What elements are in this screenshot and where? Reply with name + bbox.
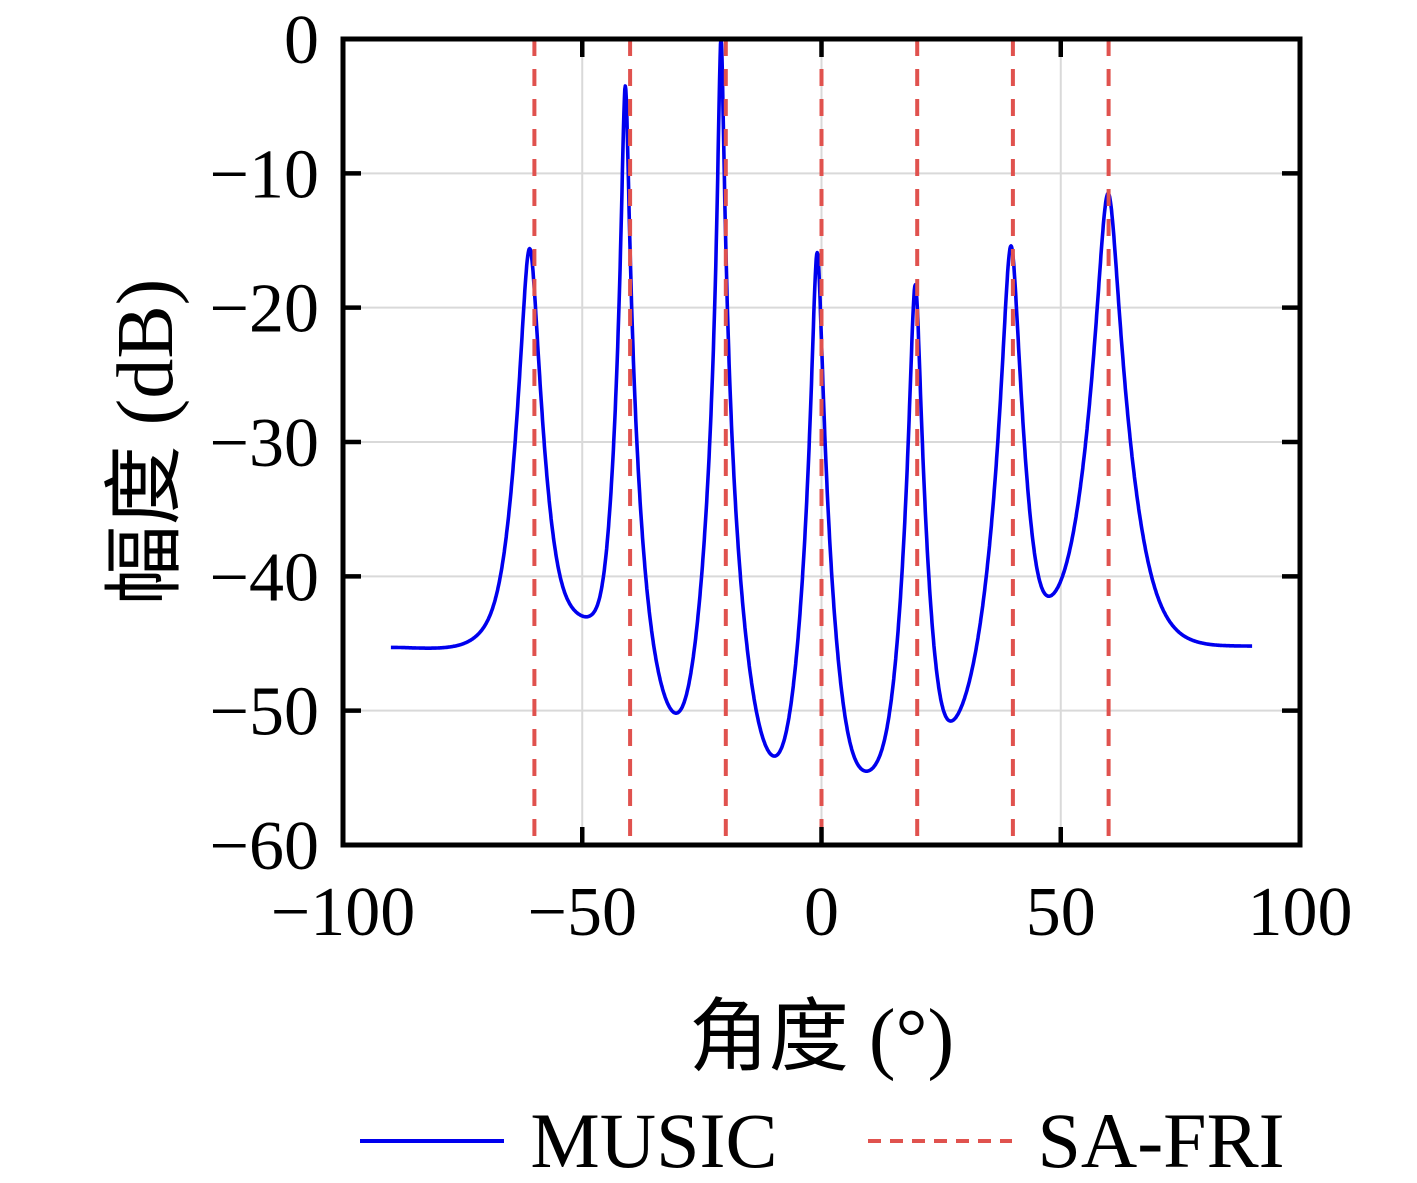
legend-entry-music: MUSIC [358, 1096, 778, 1183]
y-axis-label: 幅度 (dB) [102, 278, 190, 606]
y-tick-label: −40 [210, 539, 319, 616]
x-axis-label: 角度 (°) [688, 994, 955, 1082]
safri-line-sample [867, 1138, 1012, 1143]
legend: MUSIC SA-FRI [343, 1098, 1300, 1183]
y-tick-label: −60 [210, 808, 319, 885]
y-tick-label: −20 [210, 271, 319, 348]
plot-frame [340, 36, 1303, 848]
legend-label-music: MUSIC [530, 1096, 778, 1183]
legend-entry-safri: SA-FRI [866, 1096, 1285, 1183]
x-tick-label: 100 [1248, 874, 1353, 951]
music-line-sample [360, 1138, 505, 1143]
x-tick-label: 0 [804, 874, 839, 951]
x-tick-label: −50 [528, 874, 637, 951]
x-tick-label: 50 [1026, 874, 1096, 951]
x-tick-label: −100 [271, 874, 415, 951]
y-tick-label: −10 [210, 136, 319, 213]
y-tick-label: −30 [210, 405, 319, 482]
y-tick-label: 0 [284, 2, 319, 79]
y-tick-label: −50 [210, 674, 319, 751]
legend-label-safri: SA-FRI [1037, 1096, 1285, 1183]
